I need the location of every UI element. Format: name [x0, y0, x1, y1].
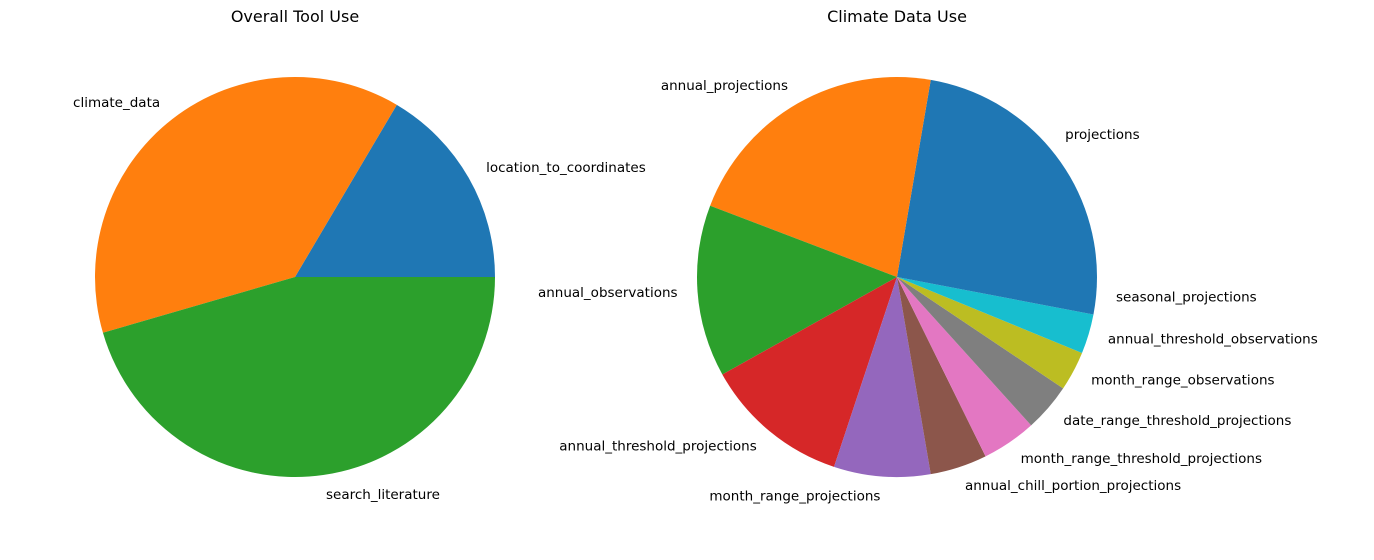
chart-title-climate-data-use: Climate Data Use — [827, 7, 967, 26]
pie-slice-search-literature — [102, 277, 496, 477]
pie-slice-location-to-coordinates — [295, 104, 495, 277]
pie-label-annual-observations: annual_observations — [538, 285, 678, 301]
pie-label-projections: projections — [1065, 127, 1139, 143]
pie-slice-month-range-observations — [897, 277, 1083, 389]
pie-label-annual-projections: annual_projections — [661, 78, 788, 94]
pie-label-month-range-projections: month_range_projections — [709, 488, 880, 504]
pie-slice-month-range-projections — [834, 277, 931, 477]
pie-climate-data-use: projections annual_projections annual_obse… — [538, 76, 1318, 504]
pie-label-search-literature: search_literature — [326, 487, 440, 503]
pie-label-annual-threshold-observations: annual_threshold_observations — [1108, 332, 1318, 348]
pie-slice-annual-threshold-projections — [722, 277, 897, 467]
pie-label-location-to-coordinates: location_to_coordinates — [486, 160, 646, 176]
pie-label-month-range-threshold-projections: month_range_threshold_projections — [1021, 451, 1262, 467]
pie-label-month-range-observations: month_range_observations — [1091, 373, 1274, 389]
pie-slice-month-range-threshold-projections — [897, 277, 1032, 457]
pie-label-annual-chill-portion-projections: annual_chill_portion_projections — [965, 478, 1181, 494]
pie-slice-seasonal-projections — [897, 277, 1097, 315]
pie-overall-tool-use: location_to_coordinates climate_datasearc… — [73, 76, 646, 503]
pie-label-climate-data: climate_data — [73, 95, 160, 111]
pie-label-date-range-threshold-projections: date_range_threshold_projections — [1063, 413, 1291, 429]
pie-label-annual-threshold-projections: annual_threshold_projections — [559, 439, 757, 455]
pie-slice-date-range-threshold-projections — [897, 277, 1064, 426]
pie-slice-projections — [897, 79, 1097, 277]
pie-label-seasonal-projections: seasonal_projections — [1116, 290, 1257, 306]
pie-slice-annual-observations — [697, 205, 897, 375]
pie-slice-climate-data — [95, 76, 397, 333]
pie-slice-annual-projections — [710, 76, 931, 277]
pie-slice-annual-threshold-observations — [897, 277, 1094, 353]
chart-title-overall-tool-use: Overall Tool Use — [230, 7, 360, 26]
pie-slice-annual-chill-portion-projections — [897, 277, 986, 475]
